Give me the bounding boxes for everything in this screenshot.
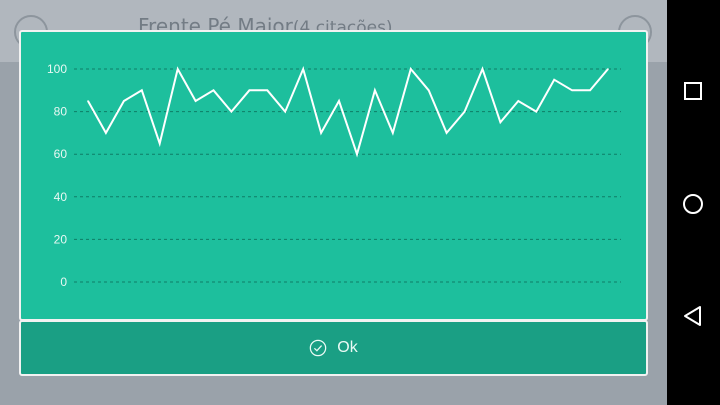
data-point [266, 89, 269, 92]
data-point [230, 110, 233, 113]
data-point [427, 89, 430, 92]
data-point [105, 132, 107, 134]
y-tick-label: 100 [47, 62, 67, 76]
data-point [499, 121, 502, 124]
data-point [356, 153, 358, 155]
data-point [87, 100, 89, 102]
data-point [176, 68, 179, 70]
y-tick-label: 60 [54, 147, 68, 161]
square-icon [684, 82, 702, 100]
data-point [212, 89, 215, 92]
data-point [517, 100, 520, 102]
data-point [571, 89, 573, 92]
data-point [607, 68, 609, 70]
recents-button[interactable] [667, 60, 720, 120]
data-point [158, 142, 161, 145]
data-point [302, 68, 305, 70]
home-button[interactable] [667, 173, 720, 233]
ok-button-label: Ok [337, 339, 358, 356]
series-line-0 [87, 65, 609, 158]
data-point [194, 100, 197, 102]
check-circle-icon [309, 339, 327, 357]
y-tick-label: 20 [54, 232, 68, 246]
y-tick-label: 0 [60, 275, 67, 289]
data-point [553, 78, 555, 81]
data-point [392, 132, 394, 134]
data-point [481, 68, 484, 70]
data-point [141, 89, 143, 92]
android-nav-bar [667, 0, 720, 405]
y-tick-label: 80 [54, 105, 68, 119]
chart-dialog: 0 20 40 60 80 100 Ok [19, 30, 648, 376]
data-point [123, 100, 125, 102]
data-point [410, 68, 412, 70]
data-point [463, 110, 466, 113]
data-point [535, 110, 538, 113]
chart-panel: 0 20 40 60 80 100 [19, 30, 648, 321]
data-point [445, 132, 448, 134]
y-tick-label: 40 [54, 190, 68, 204]
data-point [248, 89, 251, 92]
data-point [320, 132, 322, 134]
data-point [284, 110, 287, 113]
ok-button[interactable]: Ok [19, 320, 648, 376]
data-point [374, 89, 376, 92]
data-point [338, 100, 340, 102]
back-button[interactable] [667, 285, 720, 345]
line-chart: 0 20 40 60 80 100 [47, 62, 621, 289]
triangle-back-icon [684, 306, 701, 326]
circle-icon [683, 194, 703, 214]
data-point [589, 89, 591, 92]
